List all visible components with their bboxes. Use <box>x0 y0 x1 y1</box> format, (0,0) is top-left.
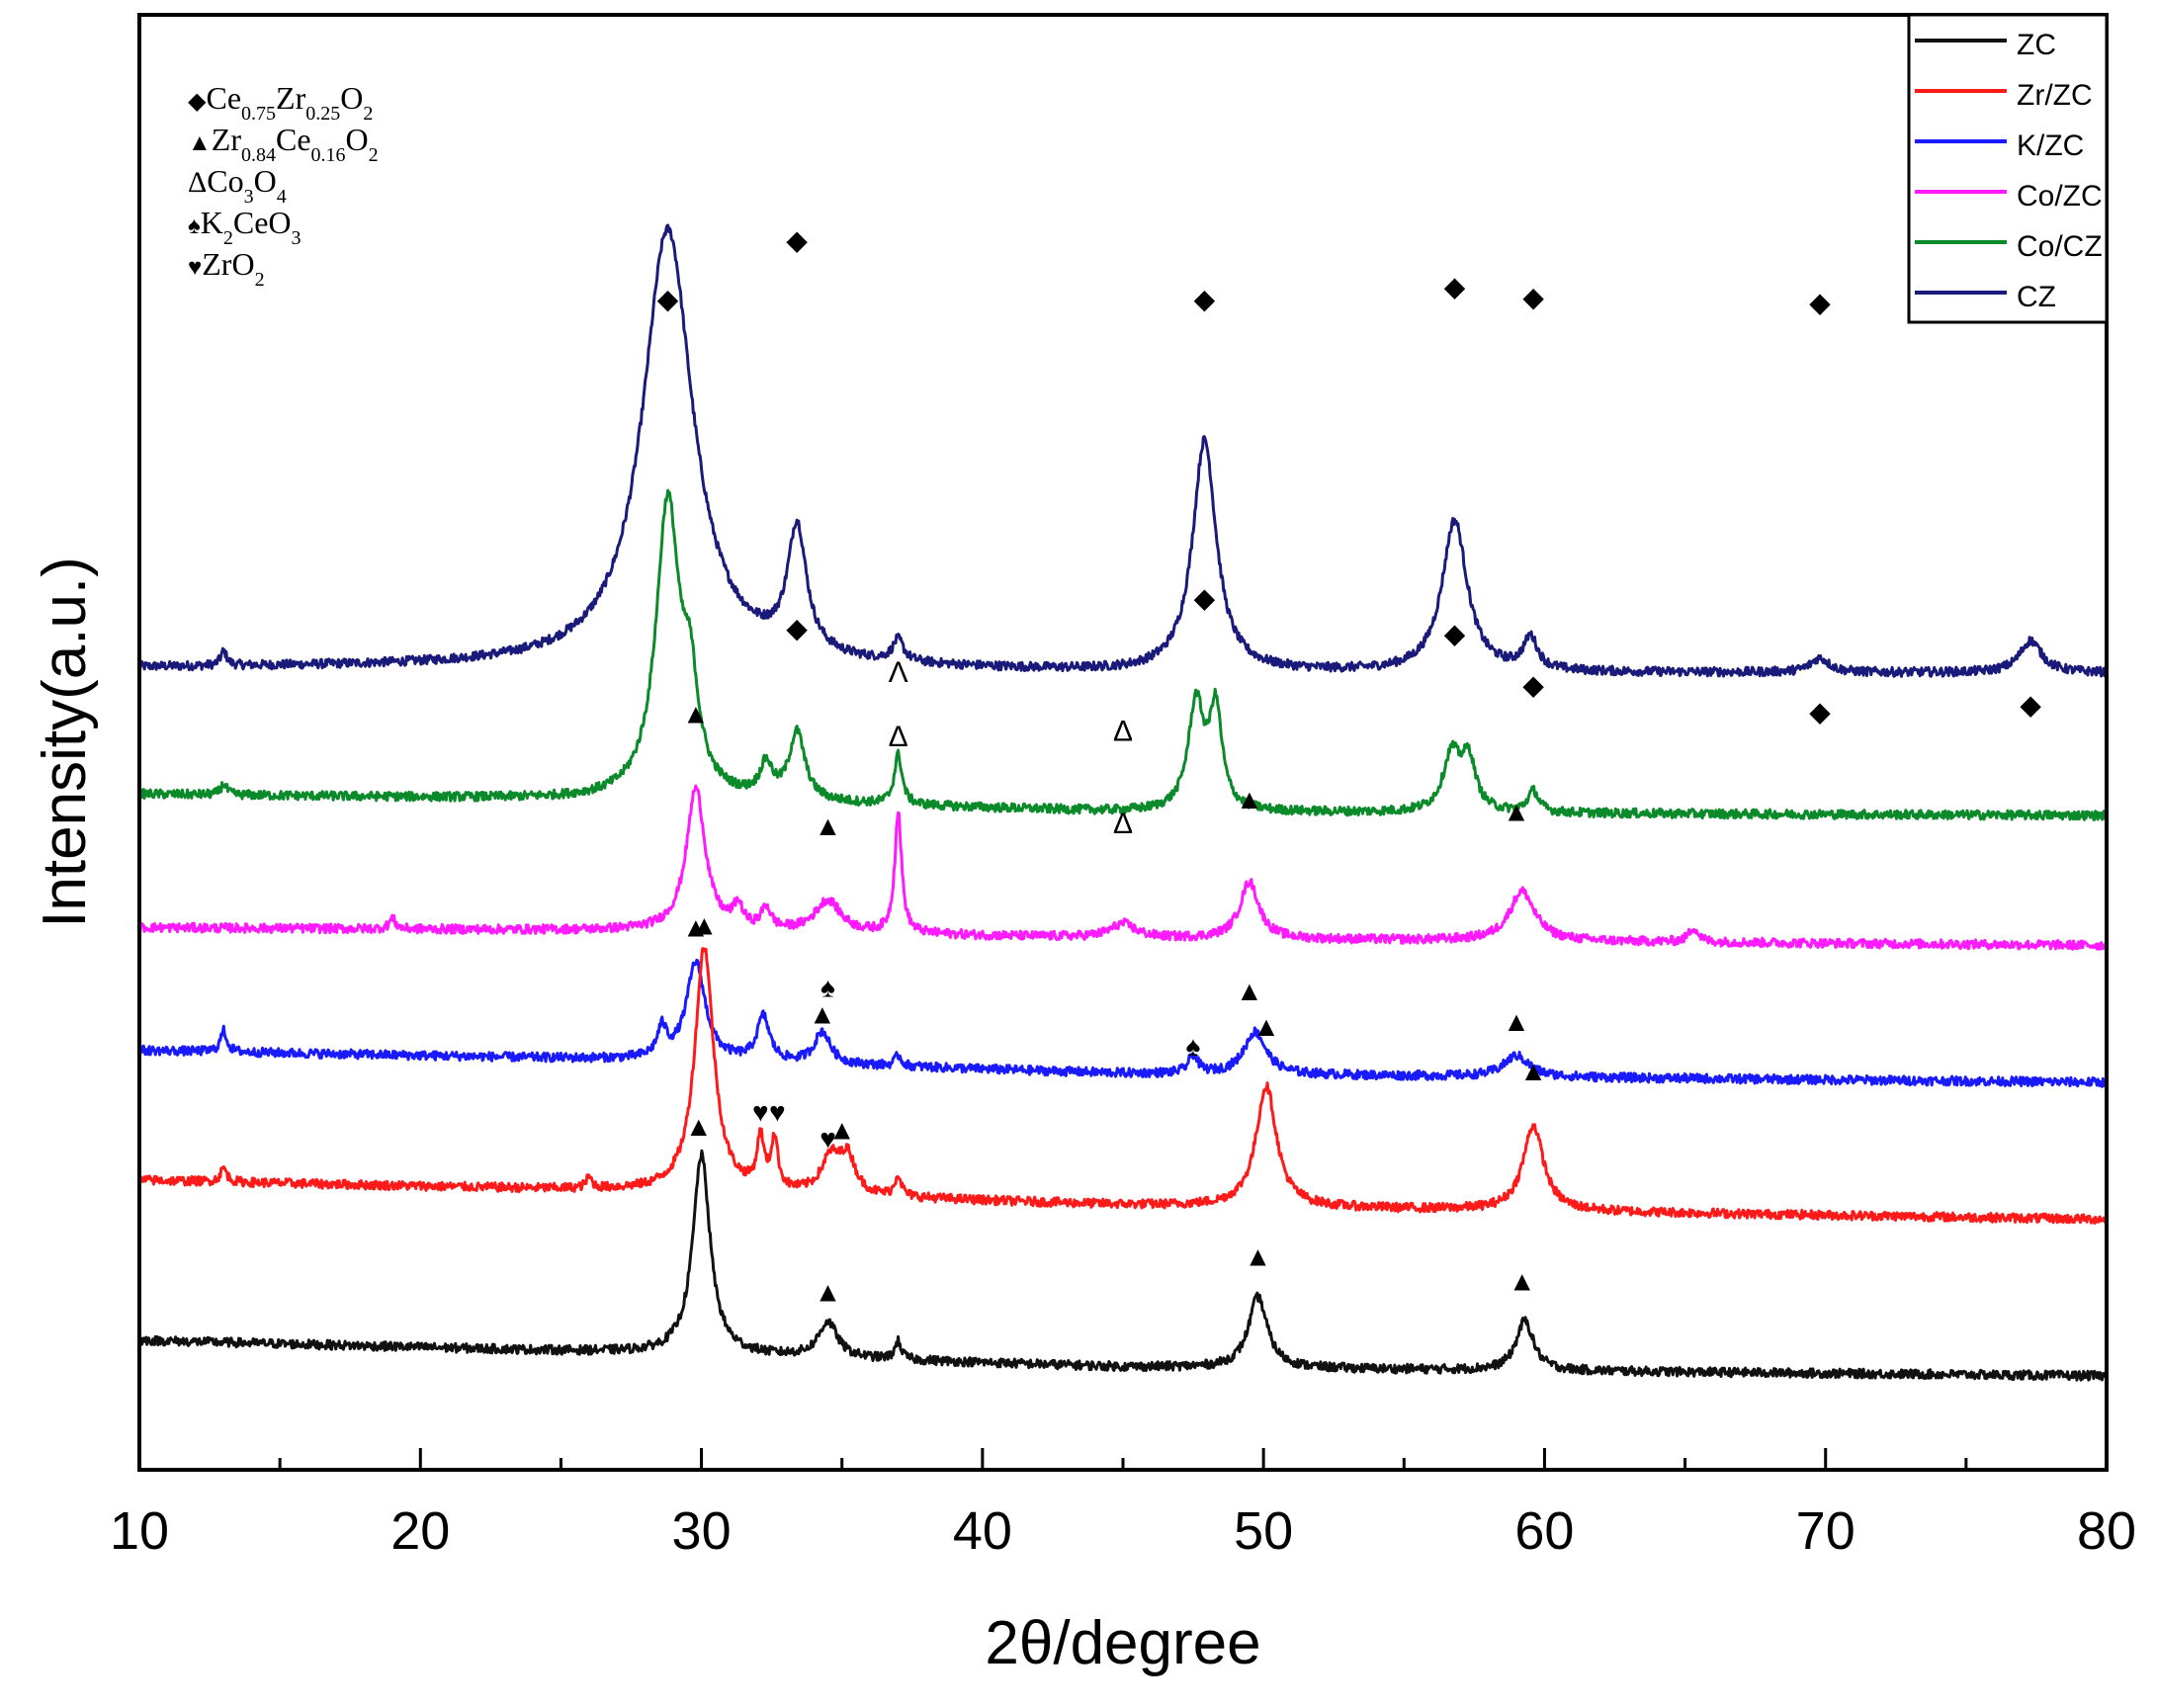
peak-marker: ▲ <box>1252 1011 1280 1042</box>
x-tick-label: 30 <box>672 1501 732 1561</box>
peak-marker: ◆ <box>1809 288 1831 318</box>
legend-label: Co/ZC <box>2017 180 2103 213</box>
peak-marker: ◆ <box>1522 282 1544 312</box>
peak-marker: ◆ <box>657 284 679 314</box>
peak-marker: ◆ <box>2020 689 2041 720</box>
formula-element: O <box>340 80 363 116</box>
peak-marker: ◆ <box>1522 670 1544 701</box>
peak-marker: ♥ <box>752 1097 769 1128</box>
formula-subscript: 0.84 <box>241 144 276 166</box>
peak-marker: ▲ <box>828 1115 856 1146</box>
peak-marker: ◆ <box>786 225 808 256</box>
phase-legend-entry: ♥ZrO2 <box>188 246 265 291</box>
phase-legend-entry: ΔCo3O4 <box>188 163 287 208</box>
formula-subscript: 2 <box>255 269 265 291</box>
x-tick-label: 50 <box>1234 1501 1293 1561</box>
series-line-co-cz <box>137 488 2109 821</box>
peak-marker: Λ <box>889 656 908 689</box>
legend-label: K/ZC <box>2017 129 2084 162</box>
peak-marker: ▲ <box>682 698 710 728</box>
peak-marker: ▲ <box>691 910 719 941</box>
x-tick-label: 10 <box>110 1501 169 1561</box>
formula-element: O <box>254 163 277 199</box>
peak-marker: ▲ <box>1503 1006 1530 1037</box>
peak-marker: ◆ <box>1444 271 1466 301</box>
formula-element: CeO <box>233 205 292 240</box>
series-line-co-zc <box>137 784 2109 951</box>
peak-marker: ▲ <box>815 1276 842 1307</box>
phase-symbol: ♠ <box>188 214 201 239</box>
formula-element: ZrO <box>202 246 254 282</box>
legend-box <box>1907 13 2109 324</box>
legend: ZC Zr/ZC K/ZC Co/ZC Co/CZ CZ <box>1907 13 2109 324</box>
marker-layer: ◆◆◆◆◆◆◆◆◆ΛΔ◆◆◆◆◆▲▲ΔΔ▲▲▲♠▲♠▲▲▲♥♥♥▲▲▲▲▲▲▲ <box>657 225 2042 1308</box>
series-line-k-zc <box>137 959 2109 1088</box>
formula-subscript: 0.16 <box>311 144 346 166</box>
series-line-cz <box>137 223 2109 678</box>
peak-marker: ♥ <box>769 1097 786 1128</box>
peak-marker: Δ <box>889 721 908 753</box>
formula-subscript: 0.75 <box>241 103 276 125</box>
peak-marker: ◆ <box>1194 582 1216 613</box>
peak-marker: ♠ <box>1186 1031 1201 1062</box>
formula-element: Ce <box>276 122 311 157</box>
legend-label: Zr/ZC <box>2017 79 2093 112</box>
phase-symbol: ▲ <box>188 130 212 156</box>
formula-element: Zr <box>276 80 306 116</box>
phase-legend-entry: ◆Ce0.75Zr0.25O2 <box>188 80 373 125</box>
formula-element: Co <box>207 163 243 199</box>
formula-element: O <box>346 122 369 157</box>
peak-marker: ▲ <box>1519 1056 1547 1086</box>
x-tick-label: 40 <box>953 1501 1012 1561</box>
phase-legend-entry: ▲Zr0.84Ce0.16O2 <box>188 122 379 166</box>
peak-marker: ▲ <box>682 911 710 942</box>
formula-subscript: 4 <box>277 186 287 208</box>
x-axis-label: 2θ/degree <box>985 1609 1260 1677</box>
y-axis-label: Intensity(a.u.) <box>31 556 99 928</box>
formula-subscript: 2 <box>369 144 379 166</box>
legend-label: Co/CZ <box>2017 230 2103 263</box>
peak-marker: ▲ <box>1236 976 1263 1006</box>
peak-marker: ▲ <box>1236 784 1263 814</box>
formula-subscript: 3 <box>244 186 254 208</box>
peak-marker: ▲ <box>685 1111 713 1142</box>
peak-marker: ◆ <box>1194 284 1216 314</box>
series-layer <box>137 223 2109 1382</box>
peak-marker: ▲ <box>1503 796 1530 826</box>
x-tick-label: 70 <box>1796 1501 1855 1561</box>
peak-marker: ♠ <box>820 973 835 1003</box>
legend-label: ZC <box>2017 29 2056 61</box>
x-tick-label: 20 <box>390 1501 450 1561</box>
series-line-zr-zc <box>138 947 2109 1225</box>
formula-subscript: 0.25 <box>305 103 340 125</box>
peak-marker: ♥ <box>820 1124 836 1154</box>
phase-symbol: ♥ <box>188 255 202 281</box>
formula-element: Ce <box>206 80 241 116</box>
formula-subscript: 3 <box>292 227 302 249</box>
phase-symbol: Δ <box>188 166 207 199</box>
peak-marker: ◆ <box>786 613 808 643</box>
peak-marker: ◆ <box>1809 697 1831 727</box>
peak-marker: ▲ <box>815 811 842 841</box>
formula-subscript: 2 <box>223 227 233 249</box>
formula-subscript: 2 <box>363 103 373 125</box>
x-axis: 10 20 30 40 50 60 70 80 <box>110 1448 2136 1561</box>
peak-marker: ▲ <box>1245 1240 1272 1271</box>
peak-marker: Δ <box>1113 808 1133 840</box>
x-tick-label: 80 <box>2077 1501 2136 1561</box>
peak-marker: ▲ <box>809 999 836 1030</box>
peak-marker: ◆ <box>1444 618 1466 648</box>
phase-symbol: ◆ <box>188 89 207 115</box>
phase-legend: ◆Ce0.75Zr0.25O2▲Zr0.84Ce0.16O2ΔCo3O4♠K2C… <box>188 80 379 291</box>
peak-marker: ▲ <box>1509 1266 1536 1297</box>
x-tick-label: 60 <box>1514 1501 1574 1561</box>
formula-element: K <box>201 205 223 240</box>
peak-marker: Δ <box>1113 715 1133 747</box>
series-line-zc <box>137 1149 2109 1382</box>
phase-legend-entry: ♠K2CeO3 <box>188 205 302 249</box>
legend-label: CZ <box>2017 281 2056 313</box>
formula-element: Zr <box>212 122 242 157</box>
